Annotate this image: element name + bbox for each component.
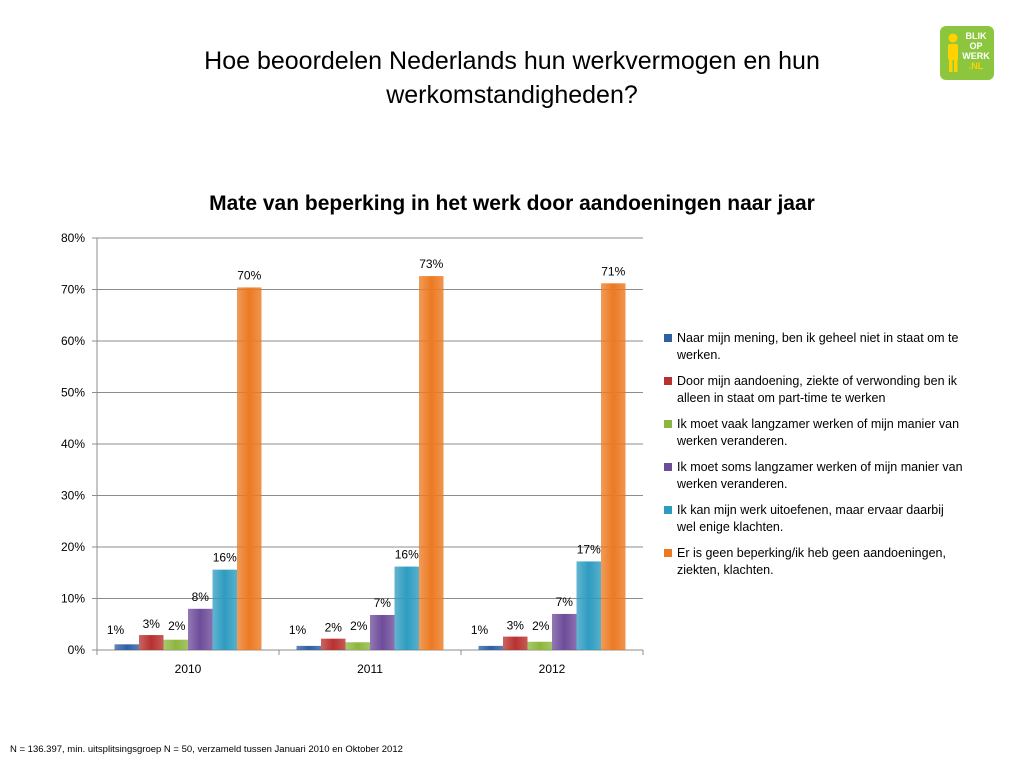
bar bbox=[503, 636, 528, 650]
bar bbox=[188, 608, 213, 650]
chart-legend: Naar mijn mening, ben ik geheel niet in … bbox=[664, 330, 964, 588]
blik-op-werk-logo: BLIK OP WERK .NL bbox=[940, 26, 994, 80]
bar bbox=[212, 569, 237, 650]
person-figure-icon bbox=[948, 33, 958, 72]
data-label: 2% bbox=[325, 621, 343, 635]
bar bbox=[321, 638, 346, 650]
data-label: 3% bbox=[143, 617, 161, 631]
data-label: 70% bbox=[237, 268, 261, 282]
legend-item: Ik moet soms langzamer werken of mijn ma… bbox=[664, 459, 964, 493]
chart-title: Mate van beperking in het werk door aand… bbox=[209, 192, 815, 215]
data-label: 8% bbox=[192, 590, 210, 604]
data-label: 71% bbox=[601, 264, 625, 278]
data-label: 1% bbox=[289, 623, 307, 637]
data-label: 2% bbox=[350, 619, 368, 633]
legend-swatch bbox=[664, 549, 672, 557]
bar bbox=[114, 644, 139, 650]
bar bbox=[576, 561, 601, 650]
bar bbox=[527, 641, 552, 650]
y-tick-label: 0% bbox=[68, 643, 86, 657]
slide-title: Hoe beoordelen Nederlands hun werkvermog… bbox=[204, 47, 820, 109]
legend-swatch bbox=[664, 420, 672, 428]
legend-label: Door mijn aandoening, ziekte of verwondi… bbox=[677, 374, 958, 405]
bar bbox=[370, 614, 395, 650]
legend-item: Ik moet vaak langzamer werken of mijn ma… bbox=[664, 416, 964, 450]
data-label: 7% bbox=[556, 595, 574, 609]
bar bbox=[394, 566, 419, 650]
data-label: 7% bbox=[374, 596, 392, 610]
bar bbox=[601, 283, 626, 650]
legend-item: Door mijn aandoening, ziekte of verwondi… bbox=[664, 373, 964, 407]
legend-swatch bbox=[664, 334, 672, 342]
data-label: 2% bbox=[168, 619, 186, 633]
legend-item: Naar mijn mening, ben ik geheel niet in … bbox=[664, 330, 964, 364]
bar bbox=[296, 645, 321, 650]
logo-text-line: WERK bbox=[962, 51, 990, 61]
footnote: N = 136.397, min. uitsplitsingsgroep N =… bbox=[10, 744, 403, 755]
legend-swatch bbox=[664, 463, 672, 471]
bar bbox=[237, 287, 262, 650]
y-tick-label: 30% bbox=[61, 489, 85, 503]
bar bbox=[552, 613, 577, 650]
y-tick-label: 20% bbox=[61, 540, 85, 554]
bar bbox=[478, 645, 503, 650]
logo-text-line: OP bbox=[969, 41, 983, 51]
bar bbox=[345, 642, 370, 650]
legend-label: Ik moet vaak langzamer werken of mijn ma… bbox=[677, 417, 960, 448]
x-tick-label: 2012 bbox=[539, 662, 566, 676]
logo-wordmark: BLIK OP WERK .NL bbox=[960, 31, 992, 71]
legend-item: Er is geen beperking/ik heb geen aandoen… bbox=[664, 545, 964, 579]
y-tick-label: 40% bbox=[61, 437, 85, 451]
y-tick-label: 70% bbox=[61, 283, 85, 297]
x-tick-label: 2010 bbox=[175, 662, 202, 676]
legend-item: Ik kan mijn werk uitoefenen, maar ervaar… bbox=[664, 502, 964, 536]
legend-label: Naar mijn mening, ben ik geheel niet in … bbox=[677, 331, 959, 362]
y-tick-label: 60% bbox=[61, 334, 85, 348]
y-tick-label: 10% bbox=[61, 592, 85, 606]
data-label: 3% bbox=[507, 619, 525, 633]
data-label: 73% bbox=[419, 257, 443, 271]
data-label: 2% bbox=[532, 619, 550, 633]
legend-swatch bbox=[664, 377, 672, 385]
legend-label: Ik moet soms langzamer werken of mijn ma… bbox=[677, 460, 963, 491]
data-label: 1% bbox=[471, 623, 489, 637]
data-label: 17% bbox=[577, 542, 601, 556]
data-label: 16% bbox=[395, 548, 419, 562]
legend-swatch bbox=[664, 506, 672, 514]
data-label: 16% bbox=[213, 551, 237, 565]
bar bbox=[419, 276, 444, 650]
legend-label: Er is geen beperking/ik heb geen aandoen… bbox=[677, 546, 946, 577]
bar bbox=[139, 635, 164, 650]
y-tick-label: 80% bbox=[61, 231, 85, 245]
bar-chart: 0% 10% 20% 30% 40% 50% 60% 70% 80% 2010 1% 3% 2% 8% 16… bbox=[61, 231, 644, 676]
legend-label: Ik kan mijn werk uitoefenen, maar ervaar… bbox=[677, 503, 944, 534]
logo-text-line: .NL bbox=[968, 61, 984, 71]
y-tick-label: 50% bbox=[61, 386, 85, 400]
data-label: 1% bbox=[107, 623, 125, 637]
bar bbox=[163, 639, 188, 650]
logo-text-line: BLIK bbox=[965, 31, 987, 41]
x-tick-label: 2011 bbox=[357, 662, 383, 676]
